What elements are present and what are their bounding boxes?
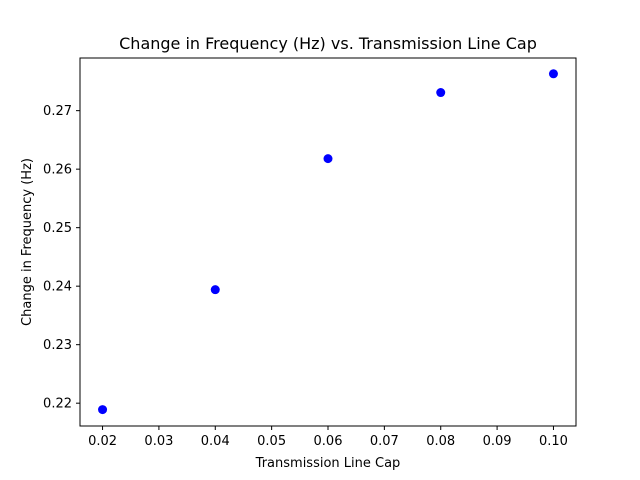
y-tick-label: 0.27 xyxy=(43,104,72,119)
y-tick-label: 0.23 xyxy=(43,338,72,353)
scatter-point xyxy=(548,69,558,79)
x-tick-label: 0.07 xyxy=(370,434,399,449)
y-tick-label: 0.22 xyxy=(43,397,72,412)
y-tick-label: 0.24 xyxy=(43,280,72,295)
scatter-point xyxy=(323,154,333,164)
data-points xyxy=(98,69,558,415)
x-tick-label: 0.10 xyxy=(539,434,568,449)
y-tick-label: 0.25 xyxy=(43,221,72,236)
chart-title: Change in Frequency (Hz) vs. Transmissio… xyxy=(119,34,537,53)
x-axis-ticks: 0.02 0.03 0.04 0.05 0.06 0.07 0.08 0.09 0.10 xyxy=(88,426,568,449)
y-axis-label: Change in Frequency (Hz) xyxy=(20,158,35,326)
scatter-point xyxy=(210,285,220,295)
plot-area-frame xyxy=(79,57,577,427)
x-axis-label: Transmission Line Cap xyxy=(255,456,401,471)
scatter-point xyxy=(436,88,446,98)
x-tick-label: 0.06 xyxy=(314,434,343,449)
x-tick-label: 0.02 xyxy=(88,434,117,449)
scatter-point xyxy=(98,405,108,415)
x-tick-label: 0.08 xyxy=(426,434,455,449)
x-tick-label: 0.09 xyxy=(483,434,512,449)
x-tick-label: 0.03 xyxy=(144,434,173,449)
y-axis-ticks: 0.22 0.23 0.24 0.25 0.26 0.27 xyxy=(43,104,80,412)
y-tick-label: 0.26 xyxy=(43,163,72,178)
x-tick-label: 0.04 xyxy=(201,434,230,449)
x-tick-label: 0.05 xyxy=(257,434,286,449)
